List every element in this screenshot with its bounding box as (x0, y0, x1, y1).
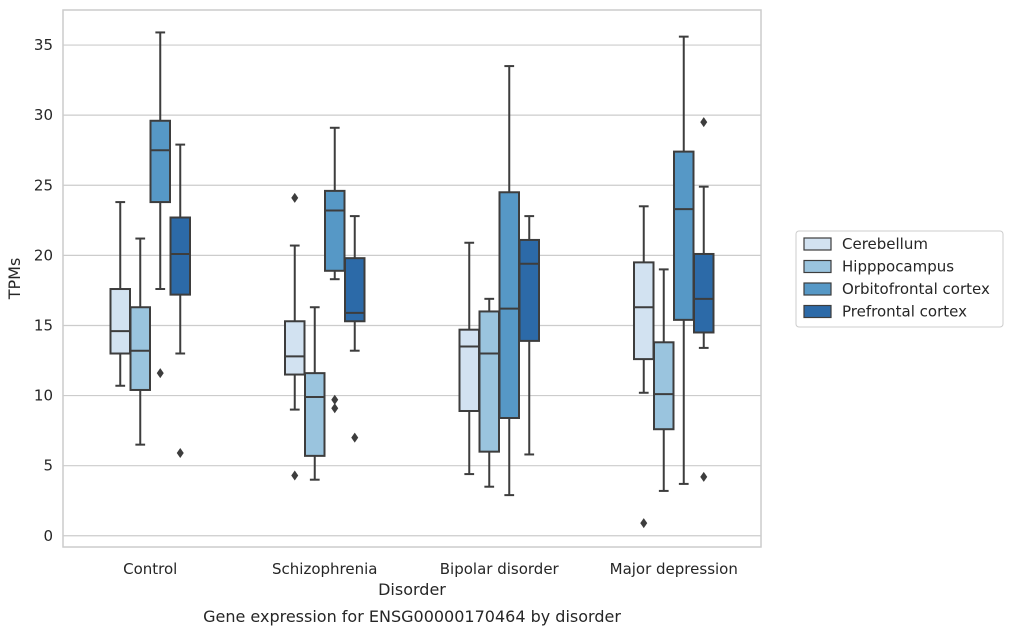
box (498, 191, 520, 420)
box (304, 372, 326, 457)
legend-swatch (803, 304, 832, 319)
box-group (693, 117, 715, 482)
outlier-point (640, 518, 648, 529)
y-tick-label: 30 (34, 106, 53, 124)
box (284, 320, 306, 376)
outlier-point (700, 117, 708, 128)
outlier-point (291, 192, 299, 203)
outlier-point (176, 448, 184, 459)
y-axis-label: TPMs (5, 258, 24, 301)
box (633, 261, 655, 361)
box (653, 341, 675, 431)
outlier-point (351, 432, 359, 443)
box (129, 306, 151, 391)
outlier-point (291, 470, 299, 481)
box-group (284, 192, 306, 481)
y-tick-labels: 0 5 10 15 20 25 30 35 (34, 36, 53, 545)
box (458, 328, 480, 412)
box-group (344, 215, 366, 443)
x-tick-label: Schizophrenia (272, 560, 377, 578)
plot-data (109, 31, 715, 529)
box-group (518, 215, 540, 456)
box (693, 252, 715, 334)
x-tick-labels: Control Schizophrenia Bipolar disorder Majo… (123, 560, 738, 578)
legend-label: Cerebellum (842, 235, 928, 253)
legend: Cerebellum Hipppocampus Orbitofrontal cort… (795, 230, 1004, 328)
x-axis-label: Disorder (378, 580, 446, 599)
plot-frame (62, 9, 762, 548)
y-tick-label: 10 (34, 387, 53, 405)
box (324, 189, 346, 272)
box (109, 288, 131, 355)
outlier-point (331, 394, 339, 405)
legend-label: Orbitofrontal cortex (842, 280, 990, 298)
box-group (633, 205, 655, 529)
box-group (129, 237, 151, 446)
box (149, 119, 171, 204)
outlier-point (331, 403, 339, 414)
legend-frame (795, 230, 1004, 328)
box-group (673, 35, 695, 485)
y-tick-label: 35 (34, 36, 53, 54)
x-tick-label: Major depression (610, 560, 738, 578)
x-tick-label: Control (123, 560, 177, 578)
grid-lines (63, 44, 761, 537)
y-tick-label: 0 (43, 527, 53, 545)
y-tick-label: 5 (43, 457, 53, 475)
box (478, 310, 500, 453)
y-tick-label: 15 (34, 316, 53, 334)
chart-title: Gene expression for ENSG00000170464 by d… (203, 607, 621, 626)
box-group (478, 297, 500, 488)
outlier-point (700, 471, 708, 482)
box-group (304, 306, 326, 481)
legend-swatch (803, 237, 832, 251)
legend-label: Hipppocampus (842, 258, 954, 276)
y-tick-label: 20 (34, 246, 53, 264)
x-tick-label: Bipolar disorder (440, 560, 560, 578)
box (344, 257, 366, 323)
legend-swatch (803, 282, 832, 296)
box (518, 238, 540, 342)
box (673, 150, 695, 321)
legend-swatch (803, 259, 832, 274)
legend-label: Prefrontal cortex (842, 303, 967, 321)
y-tick-label: 25 (34, 176, 53, 194)
box-group (324, 126, 346, 414)
box-group (169, 143, 191, 459)
box-group (149, 31, 171, 379)
box-group (653, 268, 675, 492)
box-group (458, 241, 480, 476)
box (169, 216, 191, 296)
box-group (498, 65, 520, 497)
outlier-point (156, 368, 164, 379)
box-group (109, 201, 131, 387)
